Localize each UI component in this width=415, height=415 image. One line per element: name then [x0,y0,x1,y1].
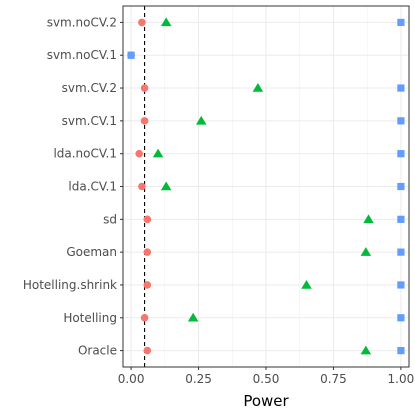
point-triangle-Hotelling [187,312,199,322]
point-square-sd [397,215,405,223]
point-circle-lda.CV.1 [138,182,146,191]
point-square-svm.CV.1 [397,117,405,125]
y-tick-label: svm.CV.2 [62,81,117,95]
y-tick-label: Hotelling.shrink [23,278,117,292]
point-triangle-svm.CV.1 [195,115,207,125]
point-square-Hotelling [397,314,405,322]
y-tick-label: sd [103,212,117,226]
x-tick-label: 1.00 [388,372,415,386]
point-circle-lda.noCV.1 [135,149,143,158]
point-circle-Hotelling.shrink [143,281,152,289]
y-tick-label: Oracle [78,344,117,358]
point-triangle-lda.CV.1 [160,181,172,191]
point-circle-svm.noCV.2 [138,18,146,27]
x-tick-label: 0.50 [253,372,280,386]
y-tick-label: svm.noCV.2 [47,15,117,29]
point-triangle-lda.noCV.1 [152,148,164,158]
x-axis-title: Power [243,392,289,410]
point-square-svm.noCV.1 [127,51,135,59]
point-circle-Goeman [143,248,152,256]
grid-major [123,6,409,367]
point-triangle-sd [363,214,374,224]
y-tick-label: svm.noCV.1 [47,48,117,62]
y-tick-label: lda.CV.1 [68,180,117,194]
point-circle-Oracle [143,346,152,355]
point-triangle-Hotelling.shrink [301,279,312,289]
y-tick-label: svm.CV.1 [62,114,117,128]
point-triangle-Oracle [360,345,372,355]
x-tick-label: 0.75 [320,372,347,386]
x-tick-label: 0.25 [185,372,212,386]
point-triangle-Goeman [360,247,372,256]
data-marks [127,17,405,355]
y-tick-label: Goeman [66,245,117,259]
point-square-svm.CV.2 [397,84,405,92]
point-triangle-svm.noCV.2 [160,17,172,27]
point-triangle-svm.CV.2 [252,83,264,92]
y-tick-label: Hotelling [63,311,117,325]
point-square-Hotelling.shrink [397,281,405,289]
point-circle-svm.CV.1 [140,117,149,125]
y-tick-label: lda.noCV.1 [53,147,117,161]
point-square-Oracle [397,346,405,355]
point-circle-Hotelling [140,313,149,322]
point-square-Goeman [397,248,405,256]
point-square-lda.CV.1 [397,182,405,191]
x-tick-label: 0.00 [118,372,145,386]
point-circle-sd [143,215,152,224]
x-axis-ticks: 0.00 0.25 0.50 0.75 1.00 [118,367,415,386]
point-square-lda.noCV.1 [397,150,405,158]
point-square-svm.noCV.2 [397,18,405,27]
point-circle-svm.CV.2 [140,84,149,92]
y-axis-ticks: svm.noCV.2 svm.noCV.1 svm.CV.2 svm.CV.1 lda.… [23,15,123,358]
